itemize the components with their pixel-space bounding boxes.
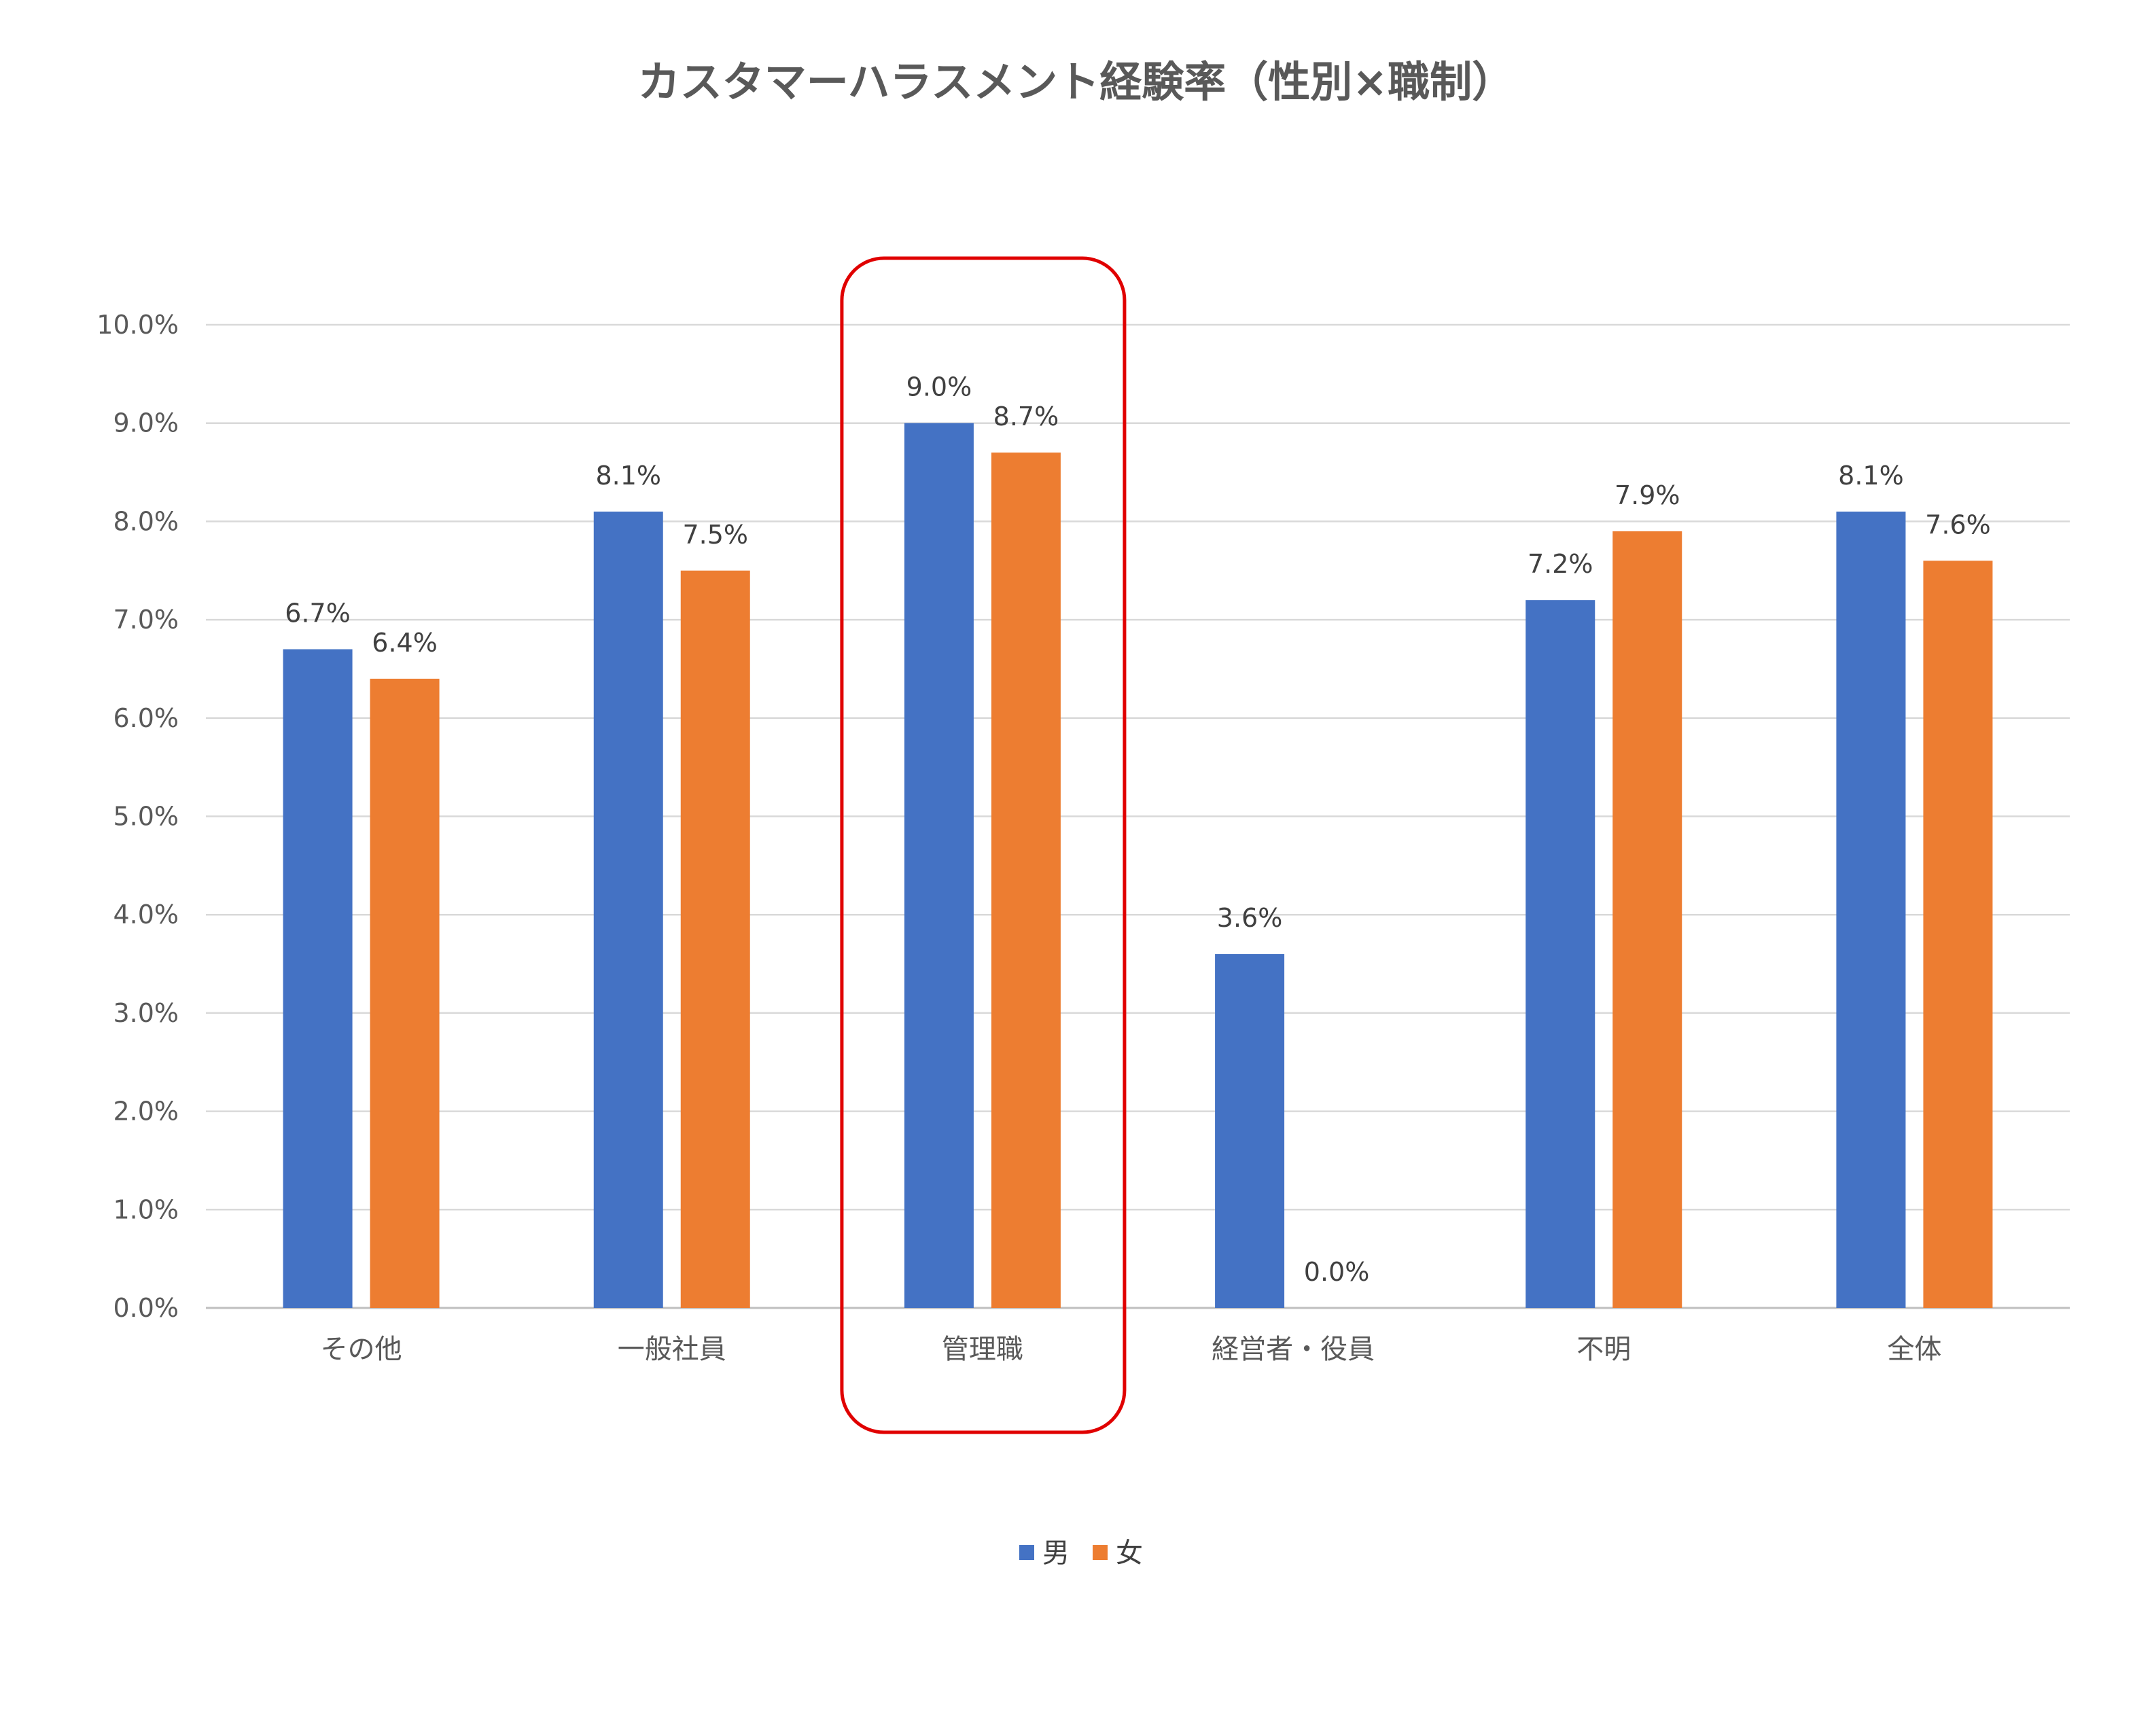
x-tick-label: 一般社員 — [618, 1334, 726, 1365]
data-label: 7.2% — [1528, 549, 1593, 579]
bar-female — [370, 678, 440, 1308]
y-tick-label: 9.0% — [113, 408, 179, 438]
bar-male — [1836, 511, 1906, 1309]
data-label: 9.0% — [906, 372, 972, 402]
y-tick-label: 7.0% — [113, 605, 179, 635]
data-label: 7.5% — [682, 520, 748, 550]
x-tick-label: その他 — [321, 1334, 402, 1365]
x-tick-label: 管理職 — [942, 1334, 1023, 1365]
bar-male — [283, 649, 353, 1308]
chart-title: カスタマーハラスメント経験率（性別×職制） — [637, 57, 1515, 107]
bar-female — [1923, 561, 1993, 1308]
highlight-box — [840, 256, 1127, 1434]
y-tick-label: 1.0% — [113, 1194, 179, 1224]
bar-female — [1612, 531, 1682, 1308]
y-tick-label: 10.0% — [96, 310, 179, 340]
data-label: 8.1% — [595, 461, 661, 491]
bar-male — [1215, 954, 1285, 1308]
data-label: 7.9% — [1615, 480, 1680, 510]
y-tick-label: 4.0% — [113, 900, 179, 929]
data-label: 6.4% — [372, 628, 438, 658]
data-label: 3.6% — [1217, 903, 1283, 933]
y-tick-label: 6.0% — [113, 703, 179, 733]
data-label: 7.6% — [1925, 510, 1991, 539]
y-tick-label: 2.0% — [113, 1097, 179, 1127]
bar-female — [991, 453, 1061, 1308]
x-tick-label: 不明 — [1576, 1334, 1631, 1365]
legend-swatch — [1093, 1545, 1108, 1560]
y-tick-label: 5.0% — [113, 802, 179, 832]
data-label: 6.7% — [285, 599, 351, 628]
legend-swatch — [1019, 1545, 1034, 1560]
data-label: 8.1% — [1838, 461, 1904, 491]
bar-male — [904, 423, 974, 1309]
bar-male — [1525, 600, 1595, 1309]
legend-label: 男 — [1042, 1538, 1070, 1569]
data-label: 0.0% — [1304, 1257, 1370, 1287]
y-tick-label: 0.0% — [113, 1293, 179, 1323]
legend-label: 女 — [1116, 1538, 1143, 1569]
y-tick-label: 3.0% — [113, 998, 179, 1028]
bar-female — [680, 570, 750, 1308]
x-tick-label: 経営者・役員 — [1212, 1334, 1375, 1365]
x-tick-label: 全体 — [1887, 1334, 1941, 1365]
y-tick-label: 8.0% — [113, 506, 179, 536]
data-label: 8.7% — [993, 402, 1059, 431]
bar-male — [593, 511, 663, 1309]
